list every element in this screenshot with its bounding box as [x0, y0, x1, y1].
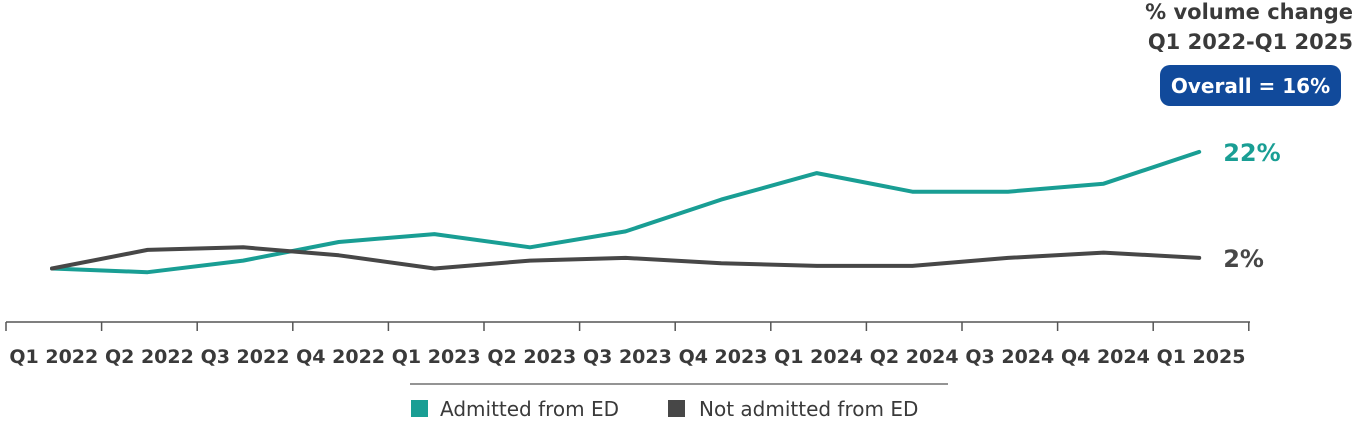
- x-tick-label: Q4 2023: [679, 346, 768, 368]
- change-header: % volume change Q1 2022-Q1 2025 Overall …: [1145, 0, 1353, 106]
- series-0-point: [1006, 190, 1010, 194]
- series-1-point: [528, 259, 532, 263]
- x-tick-label: Q3 2023: [583, 346, 672, 368]
- overall-badge: [1160, 65, 1341, 106]
- x-tick-label: Q1 2024: [774, 346, 863, 368]
- series-1-end-label: 2%: [1223, 245, 1264, 273]
- series-1-point: [1197, 256, 1201, 260]
- series-1-point: [146, 248, 150, 252]
- x-axis: Q1 2022 Q2 2022 Q3 2022 Q4 2022 Q1 2023 Q2 20…: [5, 321, 1250, 368]
- x-ticks: [5, 322, 1250, 331]
- overall-badge-label: Overall = 16%: [1171, 74, 1330, 98]
- series-1-point: [241, 245, 245, 249]
- series-1-point: [50, 267, 54, 270]
- legend-label-admitted: Admitted from ED: [440, 397, 619, 421]
- legend-swatch-not-admitted: [668, 400, 685, 417]
- end-labels: 22% 2%: [1223, 139, 1280, 273]
- x-tick-label: Q4 2022: [296, 346, 385, 368]
- series-0-point: [719, 198, 723, 202]
- series-1-point: [624, 256, 628, 260]
- series-line-0: [50, 149, 1202, 275]
- x-tick-label: Q2 2024: [870, 346, 959, 368]
- x-tick-label: Q4 2024: [1061, 346, 1150, 368]
- series-1-point: [910, 264, 914, 268]
- plot-lines: [50, 149, 1202, 275]
- series-0-point: [432, 232, 436, 236]
- header-line-1: % volume change: [1145, 0, 1353, 24]
- header-line-2: Q1 2022-Q1 2025: [1148, 30, 1353, 54]
- series-0-point: [815, 171, 819, 175]
- legend: Admitted from ED Not admitted from ED: [410, 383, 948, 421]
- series-1-point: [432, 267, 436, 270]
- series-1-point: [719, 261, 723, 265]
- legend-label-not-admitted: Not admitted from ED: [699, 397, 918, 421]
- x-tick-label: Q1 2025: [1157, 346, 1246, 368]
- series-0-point: [337, 240, 341, 244]
- series-1-point: [815, 264, 819, 268]
- x-tick-label: Q3 2022: [201, 346, 290, 368]
- legend-swatch-admitted: [411, 400, 428, 417]
- x-tick-label: Q1 2023: [392, 346, 481, 368]
- series-0-end-label: 22%: [1223, 139, 1280, 167]
- series-0-point: [1197, 150, 1201, 154]
- series-1-point: [1006, 256, 1010, 260]
- series-0-point: [624, 229, 628, 233]
- series-0-point: [146, 270, 150, 274]
- x-tick-label: Q2 2022: [105, 346, 194, 368]
- x-tick-labels: Q1 2022 Q2 2022 Q3 2022 Q4 2022 Q1 2023 Q2 20…: [9, 346, 1245, 368]
- series-0-point: [910, 190, 914, 194]
- series-0-point: [1102, 182, 1106, 186]
- x-tick-label: Q2 2023: [487, 346, 576, 368]
- series-0-point: [528, 245, 532, 249]
- x-tick-label: Q3 2024: [965, 346, 1054, 368]
- series-0-point: [241, 259, 245, 263]
- series-1-point: [1102, 251, 1106, 255]
- x-tick-label: Q1 2022: [9, 346, 98, 368]
- series-1-point: [337, 253, 341, 257]
